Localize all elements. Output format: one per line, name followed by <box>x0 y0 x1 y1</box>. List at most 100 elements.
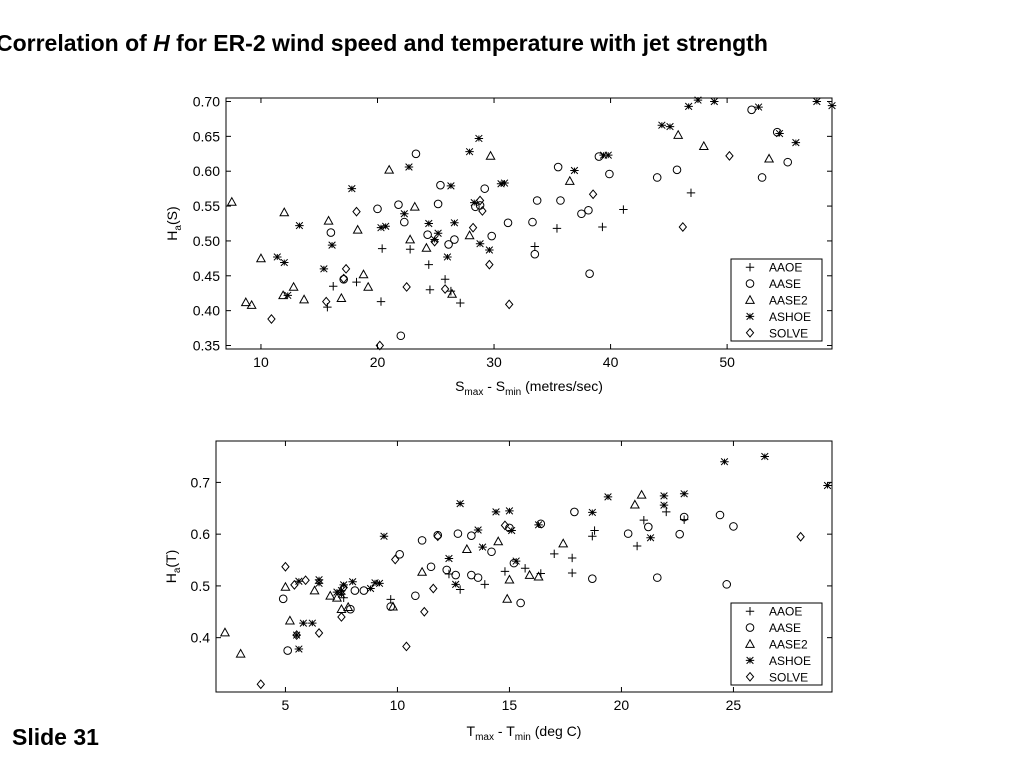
data-point-aaoe <box>598 222 607 232</box>
data-point-aase2 <box>246 299 257 309</box>
data-point-ashoe <box>327 241 337 249</box>
data-point-solve <box>402 641 411 652</box>
data-point-aase2 <box>240 297 251 307</box>
data-point-ashoe <box>319 265 329 273</box>
data-point-ashoe <box>430 235 439 244</box>
data-point-ashoe <box>451 580 460 589</box>
data-point-aaoe <box>329 282 338 291</box>
data-point-solve <box>468 222 478 233</box>
legend-label-solve: SOLVE <box>769 326 808 340</box>
legend: AAOE AASE AASE2 ASHOE SOLVE <box>730 602 823 686</box>
data-point-ashoe <box>754 103 763 111</box>
data-point-aaoe <box>500 567 510 576</box>
legend-label-aase: AASE <box>769 621 801 635</box>
data-point-ashoe <box>370 579 380 587</box>
data-point-aase2 <box>325 590 336 600</box>
data-point-ashoe <box>760 452 769 461</box>
data-point-aase2 <box>384 164 395 174</box>
data-point-aaoe <box>552 224 562 233</box>
data-point-aase <box>623 529 633 538</box>
x-tick-label: 30 <box>486 354 502 370</box>
data-point-ashoe <box>534 521 543 529</box>
legend-marker-aase <box>745 623 755 632</box>
data-point-ashoe <box>470 198 479 207</box>
x-tick-label: 20 <box>370 354 386 370</box>
data-point-aase <box>722 580 732 589</box>
data-point-aase2 <box>309 585 320 595</box>
data-point-ashoe <box>375 579 384 588</box>
legend-marker-ashoe <box>745 312 755 321</box>
data-point-aase2 <box>636 489 647 499</box>
data-point-ashoe <box>366 584 375 593</box>
y-tick-label: 0.55 <box>193 198 220 214</box>
data-point-ashoe <box>603 493 613 501</box>
data-point-aase <box>480 184 490 193</box>
data-point-solve <box>429 583 438 594</box>
data-point-aase2 <box>219 627 231 637</box>
series-ashoe <box>273 96 837 300</box>
y-axis-label: Ha(S) <box>164 206 184 240</box>
data-point-aase <box>411 591 420 601</box>
data-point-ashoe <box>295 221 304 230</box>
data-point-aase2 <box>331 592 343 602</box>
data-point-aase <box>679 512 689 522</box>
data-point-aase2 <box>405 234 416 244</box>
legend-label-aaoe: AAOE <box>769 605 802 619</box>
data-point-aase <box>577 209 586 219</box>
data-point-solve <box>485 259 494 270</box>
data-point-aase <box>467 531 476 541</box>
x-tick-label: 10 <box>390 697 406 713</box>
data-point-aase2 <box>698 140 709 150</box>
data-point-aase2 <box>409 201 420 211</box>
data-point-solve <box>339 273 348 284</box>
title-prefix: Correlation of <box>0 30 154 56</box>
data-point-aase <box>453 529 463 538</box>
data-point-aase <box>588 574 597 583</box>
data-point-aaoe <box>456 298 465 308</box>
legend-marker-aaoe <box>745 607 755 616</box>
data-point-aase <box>570 507 579 517</box>
y-tick-label: 0.7 <box>191 474 211 490</box>
legend-label-aase: AASE <box>769 277 801 291</box>
data-point-aase <box>556 196 565 205</box>
data-point-aase2 <box>447 288 458 298</box>
data-point-aase <box>395 550 404 559</box>
data-point-aaoe <box>386 595 395 604</box>
data-point-solve <box>504 299 514 310</box>
data-point-ashoe <box>646 534 655 542</box>
data-point-solve <box>440 284 450 295</box>
data-point-solve <box>725 150 734 161</box>
data-point-ashoe <box>659 492 669 500</box>
data-point-solve <box>420 606 429 617</box>
data-point-ashoe <box>337 586 346 595</box>
data-point-aaoe <box>662 507 671 517</box>
data-point-aase2 <box>235 648 246 658</box>
data-point-solve <box>588 189 598 200</box>
data-point-ashoe <box>659 501 669 509</box>
data-point-ashoe <box>283 291 292 300</box>
data-point-ashoe <box>604 151 613 159</box>
data-point-aase <box>487 547 496 557</box>
plot-frame <box>225 97 833 350</box>
data-point-aase <box>783 157 793 167</box>
data-point-solve <box>301 575 310 586</box>
data-point-aase2 <box>558 538 569 548</box>
title-suffix: for ER-2 wind speed and temperature with… <box>169 30 768 56</box>
data-point-aase2 <box>226 196 237 206</box>
data-point-solve <box>339 582 348 593</box>
data-point-solve <box>321 296 331 307</box>
data-point-ashoe <box>775 129 784 138</box>
data-point-aase <box>283 646 292 655</box>
data-point-aase <box>530 249 540 259</box>
data-point-aaoe <box>376 297 386 306</box>
y-tick-label: 0.60 <box>193 163 220 179</box>
data-point-aase <box>350 586 360 595</box>
y-tick-label: 0.4 <box>191 630 211 646</box>
y-tick-label: 0.5 <box>191 578 211 594</box>
data-point-aaoe <box>632 541 642 551</box>
series-aase2 <box>219 489 647 658</box>
data-point-solve <box>281 561 290 572</box>
data-point-aaoe <box>440 275 450 284</box>
